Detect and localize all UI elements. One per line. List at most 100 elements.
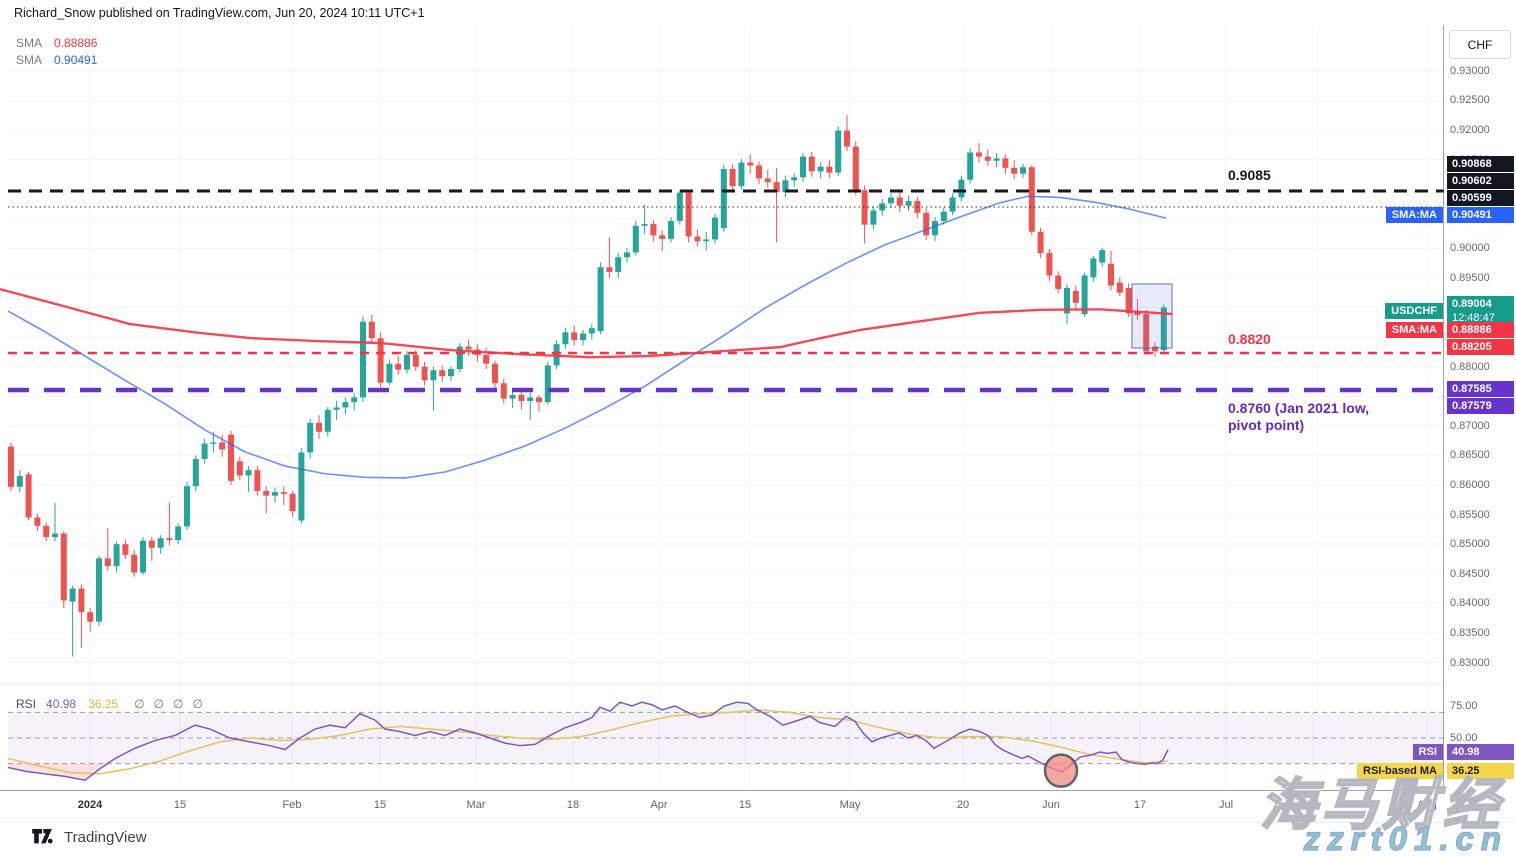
candle-body: [228, 434, 234, 481]
price-axis[interactable]: CHF 0.930000.925000.920000.915000.900000…: [1444, 0, 1516, 822]
price-chip-line2: 0.90599: [1447, 190, 1514, 206]
candle-body: [694, 236, 701, 242]
time-tick-15: 15: [738, 799, 752, 811]
time-tick-Feb: Feb: [282, 799, 302, 811]
time-tick-2024: 2024: [77, 799, 103, 811]
candle-body: [1090, 258, 1097, 278]
price-scale-label: 0.85000: [1450, 538, 1490, 551]
candle-body: [324, 409, 331, 432]
candle-body: [1028, 167, 1035, 232]
rsi-band: [8, 712, 1444, 764]
time-tick-Aug: Aug: [1417, 799, 1437, 811]
candle-body: [1160, 307, 1167, 351]
candle-body: [967, 152, 974, 180]
candle-body: [518, 395, 525, 401]
candle-body: [421, 366, 428, 381]
price-scale-label: 0.83000: [1450, 656, 1490, 669]
candle-body: [333, 407, 340, 410]
rsi-ma-value: 36.25: [88, 696, 119, 711]
candle-body: [817, 166, 824, 172]
rsi-empty-slot-icon[interactable]: ∅: [153, 696, 164, 711]
candle-body: [844, 130, 850, 147]
candle-body: [615, 257, 622, 272]
rsi-ma-line[interactable]: [7, 709, 1169, 775]
candle-body: [993, 158, 1000, 161]
candle-body: [949, 197, 956, 212]
candle-body: [659, 235, 666, 239]
candle-body: [1099, 250, 1106, 263]
chip-tag-rsi_ma: RSI-based MA: [1357, 763, 1443, 779]
sma-fast-legend-row[interactable]: SMA 0.88886: [16, 34, 97, 51]
candle-body: [729, 169, 736, 187]
pivot-annotation-line2[interactable]: pivot point): [1228, 417, 1305, 433]
time-axis[interactable]: 2024 15 Feb 15 Mar 18 Apr 15 May 20 Jun 17 Jul 15 Aug: [0, 791, 1444, 822]
time-tick-Jul: Jul: [1218, 799, 1234, 811]
price-scale-label: 0.83500: [1450, 626, 1490, 639]
price-scale-label: 0.84500: [1450, 567, 1490, 580]
rsi-empty-slot-icon[interactable]: ∅: [134, 696, 145, 711]
candle-body: [368, 321, 375, 339]
candle-body: [404, 354, 410, 370]
candle-body: [351, 397, 358, 403]
price-scale-label: 0.92500: [1450, 94, 1490, 107]
candle-body: [289, 493, 296, 512]
candle-body: [236, 461, 243, 476]
rsi-scale-label: 50.00: [1450, 732, 1478, 744]
candle-body: [386, 363, 393, 383]
price-chip-high: 0.90868: [1447, 156, 1514, 172]
candle-body: [43, 525, 50, 538]
price-scale-label: 0.86000: [1450, 479, 1490, 491]
sma-slow-line[interactable]: [7, 195, 1167, 479]
candle-body: [342, 402, 349, 408]
sma-fast-line[interactable]: [0, 287, 1173, 359]
resistance-level-annotation[interactable]: 0.9085: [1228, 167, 1271, 183]
sma-slow-legend-row[interactable]: SMA 0.90491: [16, 51, 97, 68]
candle-body: [131, 554, 138, 573]
watermark-site-url: zzrt01.cn: [1303, 819, 1508, 857]
candle-body: [25, 474, 32, 518]
highlight-box[interactable]: [1131, 283, 1173, 349]
tradingview-logo-text: TradingView: [64, 829, 147, 846]
candle-body: [96, 558, 102, 622]
rsi-empty-slot-icon[interactable]: ∅: [192, 696, 203, 711]
candle-body: [104, 558, 111, 567]
rsi-circle-annotation[interactable]: [1043, 753, 1079, 788]
sma-slow-label: SMA: [16, 52, 43, 67]
candle-body: [1134, 311, 1141, 316]
rsi-legend-row[interactable]: RSI 40.98 36.25 ∅ ∅ ∅ ∅: [16, 696, 212, 711]
candle-body: [527, 397, 534, 401]
candle-body: [492, 363, 498, 384]
candle-body: [412, 354, 419, 367]
candle-body: [773, 182, 780, 193]
rsi-empty-slot-icon[interactable]: ∅: [172, 696, 184, 711]
price-chip-line1: 0.90602: [1447, 173, 1514, 189]
candle-body: [34, 517, 41, 526]
candle-body: [808, 156, 815, 172]
candle-body: [1020, 167, 1026, 174]
candle-body: [896, 197, 903, 206]
candle-body: [923, 212, 930, 236]
candle-body: [69, 588, 76, 602]
candle-body: [747, 162, 754, 166]
candle-body: [148, 540, 155, 548]
candle-body: [544, 365, 551, 403]
price-chip-rsi_ma: 36.25: [1447, 763, 1514, 779]
sma-slow-value: 0.90491: [54, 52, 98, 67]
candle-body: [500, 383, 507, 399]
candle-body: [1037, 231, 1044, 254]
candle-body: [738, 162, 745, 187]
rsi-title: RSI: [16, 696, 37, 711]
currency-toggle-button[interactable]: CHF: [1449, 30, 1511, 59]
support-level-annotation[interactable]: 0.8820: [1228, 331, 1271, 347]
time-tick-Jun: Jun: [1042, 799, 1060, 811]
price-chip-sma_slow: 0.90491: [1447, 207, 1514, 223]
candle-body: [588, 328, 595, 334]
candle-body: [940, 211, 947, 222]
candle-body: [932, 221, 938, 236]
candle-body: [263, 490, 270, 496]
tradingview-attribution[interactable]: TradingView: [32, 829, 147, 846]
price-scale-label: 0.89500: [1450, 271, 1490, 284]
pivot-annotation-line1[interactable]: 0.8760 (Jan 2021 low,: [1228, 400, 1370, 416]
time-tick-20: 20: [956, 799, 970, 811]
